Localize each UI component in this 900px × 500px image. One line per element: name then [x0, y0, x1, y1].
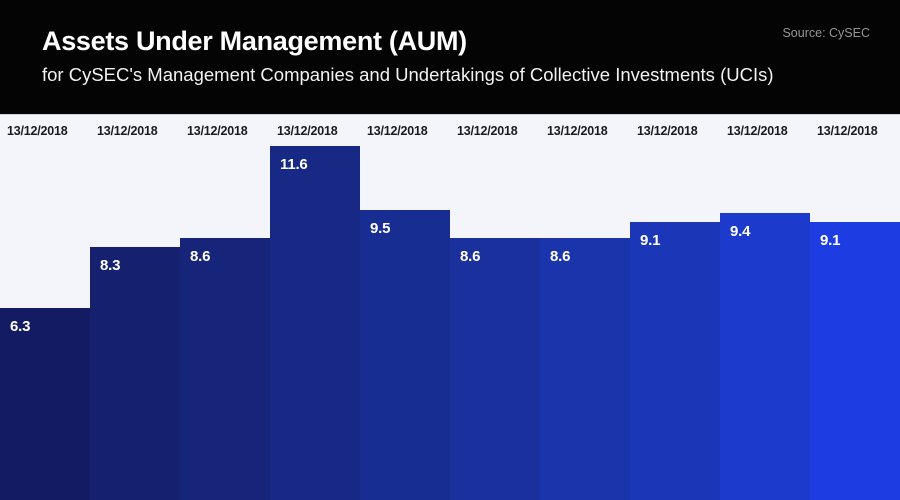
bar-date-label: 13/12/2018: [7, 124, 68, 138]
bar-date-label: 13/12/2018: [817, 124, 878, 138]
chart-title: Assets Under Management (AUM): [42, 26, 467, 56]
bar-value-label: 8.6: [190, 248, 211, 265]
bar-value-label: 8.3: [100, 257, 121, 274]
bar-chart: 13/12/2018 6.3 13/12/2018 8.3 13/12/2018…: [0, 115, 900, 500]
bar: 11.6: [270, 146, 360, 500]
bar-column: 13/12/2018 8.6: [180, 115, 270, 500]
bar: 8.6: [180, 238, 270, 500]
bar-column: 13/12/2018 9.1: [810, 115, 900, 500]
bar: 6.3: [0, 308, 90, 500]
bar: 8.3: [90, 247, 180, 500]
bar-date-label: 13/12/2018: [727, 124, 788, 138]
bar-date-label: 13/12/2018: [637, 124, 698, 138]
bar-value-label: 8.6: [460, 248, 481, 265]
bar-column: 13/12/2018 9.5: [360, 115, 450, 500]
bar-column: 13/12/2018 8.3: [90, 115, 180, 500]
bar-date-label: 13/12/2018: [457, 124, 518, 138]
bar-value-label: 9.1: [820, 232, 841, 249]
bar: 9.4: [720, 213, 810, 500]
bar-value-label: 9.1: [640, 232, 661, 249]
bar-value-label: 8.6: [550, 248, 571, 265]
bar-value-label: 9.5: [370, 220, 391, 237]
bar: 9.1: [630, 222, 720, 500]
bar-column: 13/12/2018 8.6: [540, 115, 630, 500]
bar-value-label: 9.4: [730, 223, 751, 240]
bar-date-label: 13/12/2018: [547, 124, 608, 138]
bar-value-label: 11.6: [280, 156, 308, 173]
bar-date-label: 13/12/2018: [187, 124, 248, 138]
bar: 8.6: [450, 238, 540, 500]
bar-column: 13/12/2018 11.6: [270, 115, 360, 500]
bar-date-label: 13/12/2018: [97, 124, 158, 138]
bar-column: 13/12/2018 9.1: [630, 115, 720, 500]
bar: 8.6: [540, 238, 630, 500]
bar-value-label: 6.3: [10, 318, 31, 335]
bar-column: 13/12/2018 9.4: [720, 115, 810, 500]
source-label: Source: CySEC: [782, 26, 870, 40]
bar-date-label: 13/12/2018: [277, 124, 338, 138]
bar: 9.1: [810, 222, 900, 500]
bar-column: 13/12/2018 6.3: [0, 115, 90, 500]
header: Assets Under Management (AUM) for CySEC'…: [0, 0, 900, 115]
bar-date-label: 13/12/2018: [367, 124, 428, 138]
chart-subtitle: for CySEC's Management Companies and Und…: [42, 64, 774, 85]
bar: 9.5: [360, 210, 450, 500]
bar-column: 13/12/2018 8.6: [450, 115, 540, 500]
